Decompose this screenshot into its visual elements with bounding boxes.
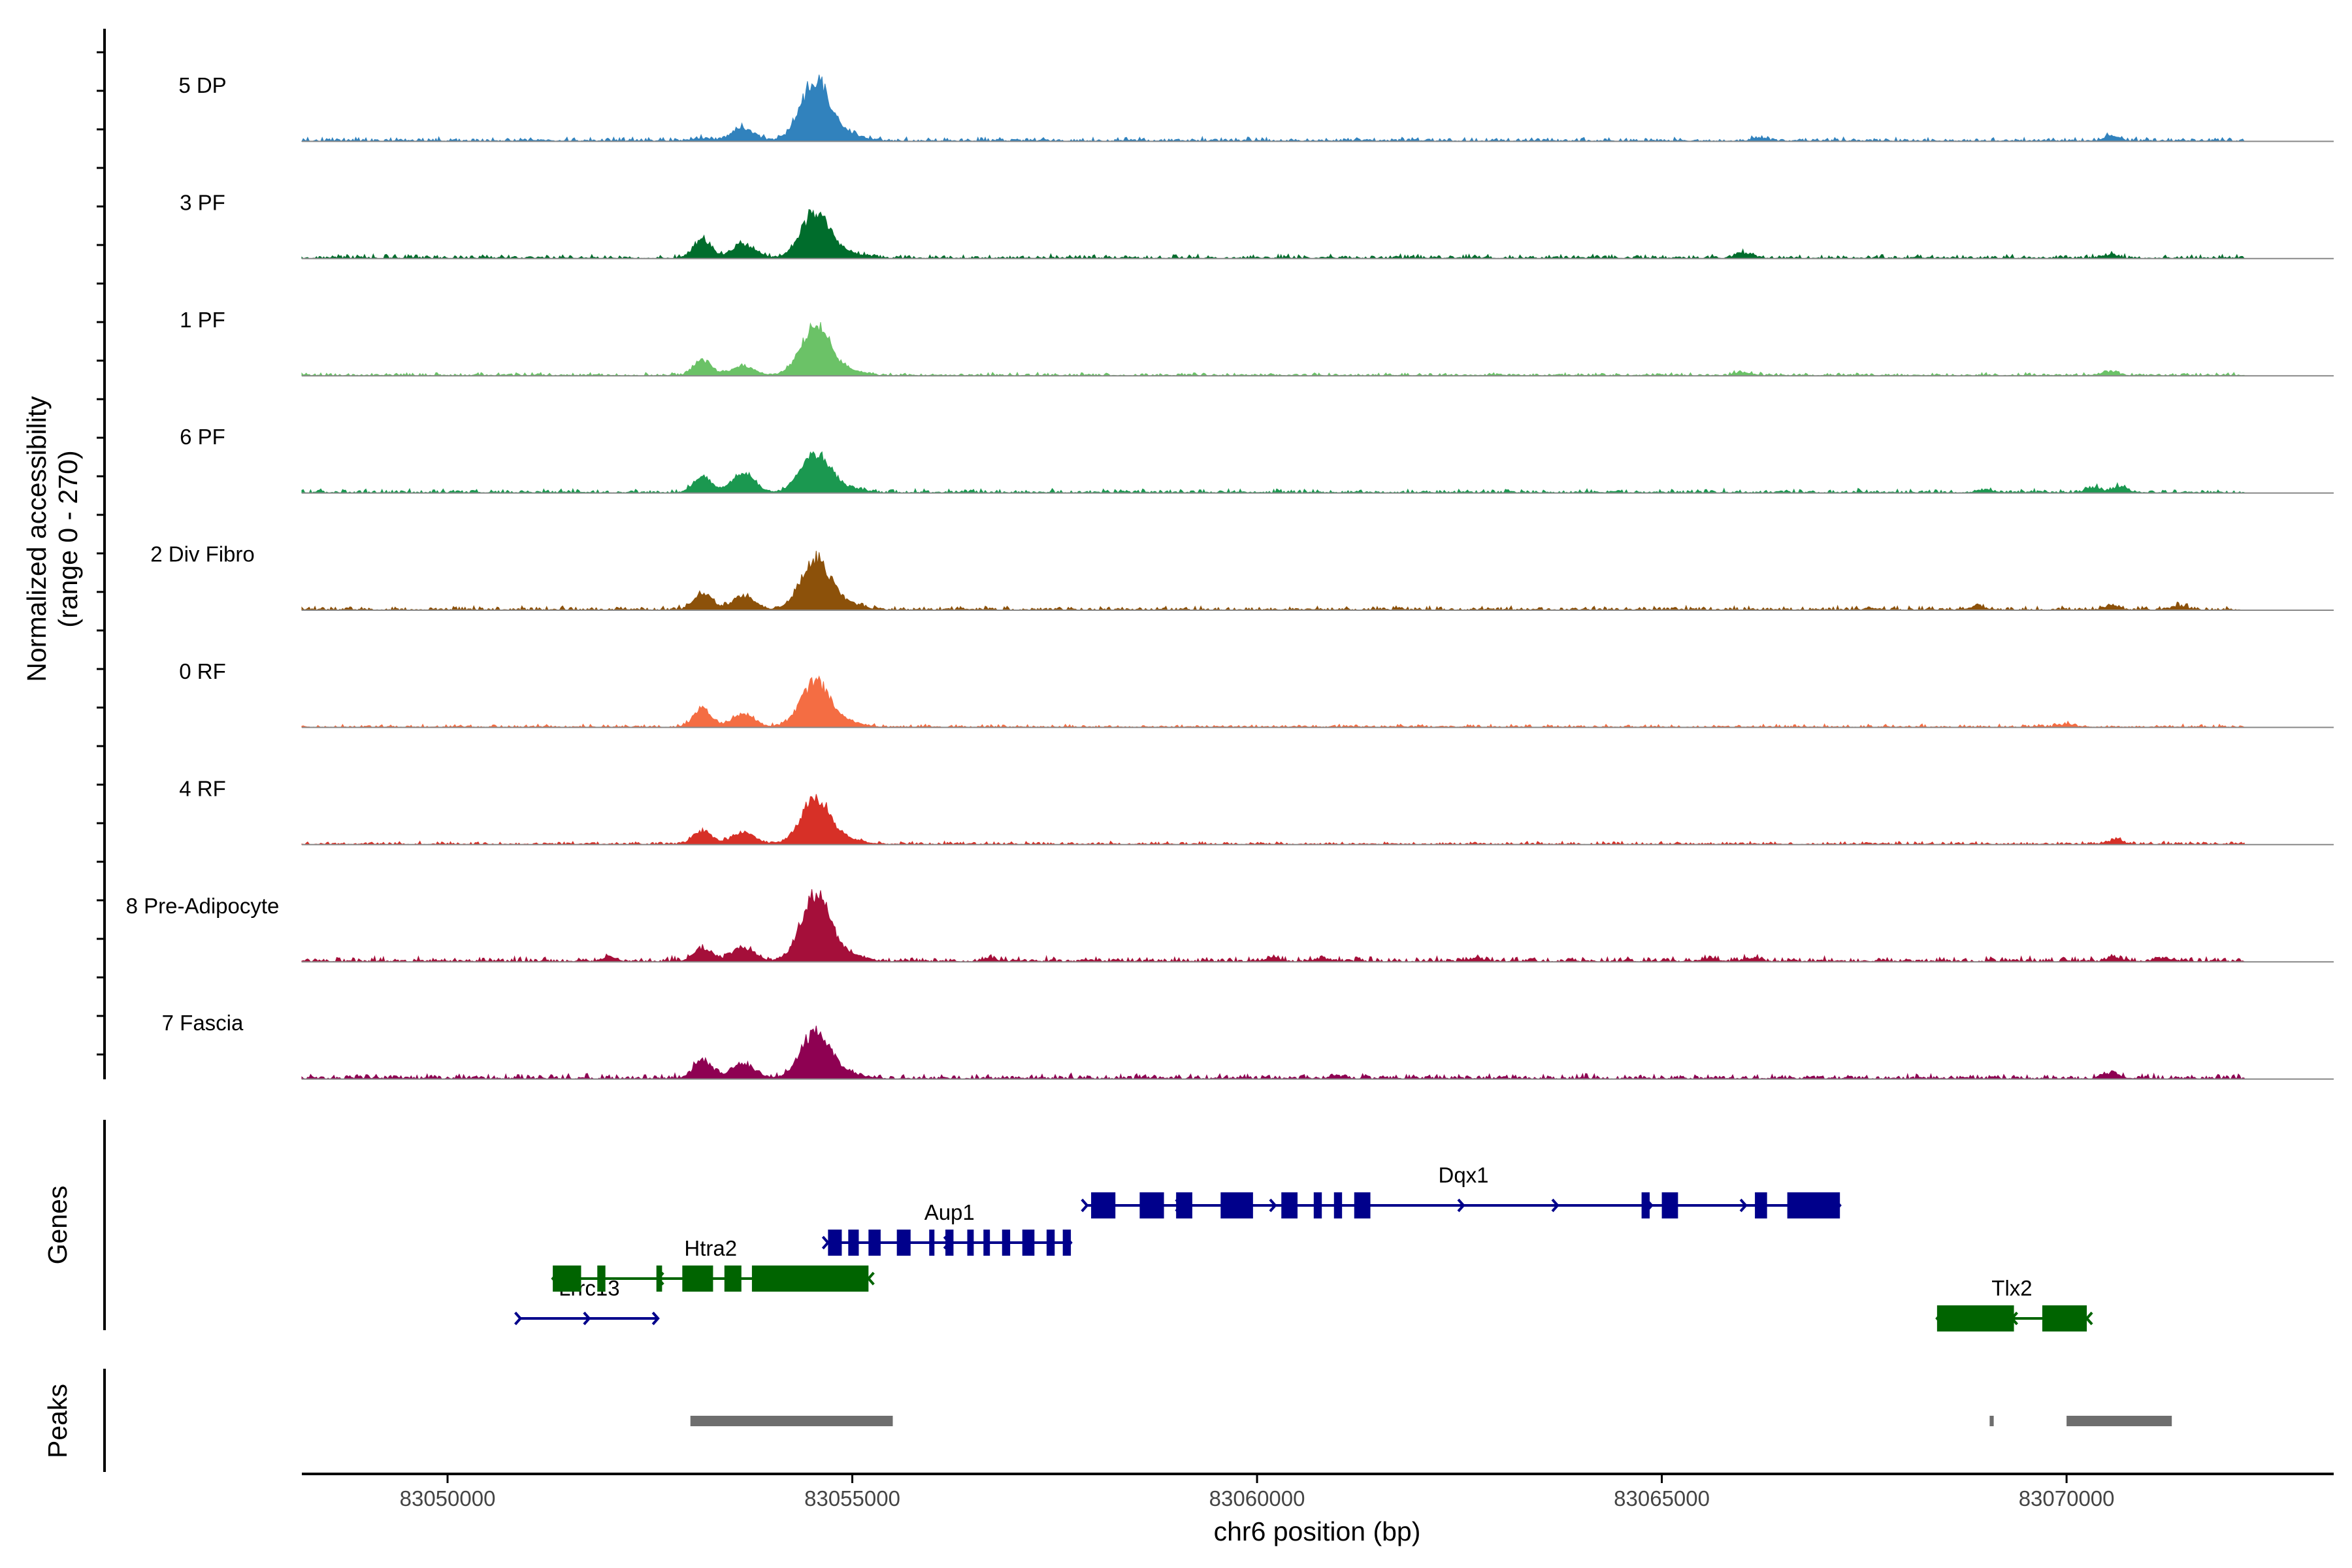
gene-exon xyxy=(682,1266,713,1292)
x-tick-label: 83050000 xyxy=(400,1486,496,1511)
coverage-axis-ticks xyxy=(97,51,105,1056)
x-axis-ticks: 83050000 83055000 83060000 83065000 83070000 xyxy=(400,1474,2115,1511)
coverage-tracks: 5 DP 3 PF 1 PF 6 PF 2 Div Fibro 0 RF 4 RF 8 Pre… xyxy=(126,73,2334,1081)
x-tick-label: 83060000 xyxy=(1209,1486,1305,1511)
track-label: 4 RF xyxy=(179,776,226,800)
gene-aup1: Aup1 xyxy=(821,1200,1073,1256)
coverage-track: 6 PF xyxy=(180,425,2334,494)
gene-dqx1: Dqx1 xyxy=(1081,1163,1842,1218)
track-label: 6 PF xyxy=(180,425,225,449)
x-tick-label: 83065000 xyxy=(1614,1486,1710,1511)
coverage-track: 8 Pre-Adipocyte xyxy=(126,889,2334,963)
track-label: 7 Fascia xyxy=(162,1011,244,1035)
strand-arrow xyxy=(1457,1198,1465,1213)
x-axis-title: chr6 position (bp) xyxy=(1214,1516,1421,1546)
coverage-area xyxy=(301,551,2246,612)
peak-bar xyxy=(1989,1416,1994,1426)
gene-exon xyxy=(1022,1230,1035,1256)
coverage-area xyxy=(301,675,2246,728)
strand-arrow xyxy=(1081,1198,1089,1213)
gene-exon xyxy=(1354,1192,1371,1218)
gene-exon xyxy=(1002,1230,1011,1256)
gene-exon xyxy=(1936,1305,2014,1331)
x-tick-label: 83055000 xyxy=(804,1486,900,1511)
gene-label: Dqx1 xyxy=(1439,1163,1489,1187)
gene-exon xyxy=(597,1266,606,1292)
strand-arrow xyxy=(1551,1198,1560,1213)
gene-exon xyxy=(1062,1230,1071,1256)
track-label: 8 Pre-Adipocyte xyxy=(126,894,280,918)
strand-arrow xyxy=(583,1311,591,1326)
strand-arrow xyxy=(1269,1198,1277,1213)
gene-htra2: Htra2 xyxy=(551,1236,875,1292)
peaks-panel-label: Peaks xyxy=(42,1384,73,1458)
gene-exon xyxy=(848,1230,859,1256)
strand-arrow xyxy=(1739,1198,1748,1213)
gene-exon xyxy=(1313,1192,1322,1218)
coverage-track: 5 DP xyxy=(178,73,2334,142)
peak-bar xyxy=(690,1416,893,1426)
peaks-panel xyxy=(690,1416,2172,1426)
gene-label: Tlx2 xyxy=(1991,1276,2032,1300)
gene-exon xyxy=(1755,1192,1767,1218)
coverage-track: 1 PF xyxy=(180,308,2334,377)
gene-exon xyxy=(983,1230,990,1256)
strand-arrow xyxy=(651,1311,660,1326)
track-label: 5 DP xyxy=(178,73,226,97)
track-label: 1 PF xyxy=(180,308,225,332)
gene-exon xyxy=(1046,1230,1055,1256)
gene-exon xyxy=(1281,1192,1298,1218)
gene-exon xyxy=(1641,1192,1650,1218)
gene-exon xyxy=(967,1230,974,1256)
gene-tlx2: Tlx2 xyxy=(1935,1276,2093,1331)
gene-exon xyxy=(896,1230,911,1256)
gene-exon xyxy=(553,1266,581,1292)
gene-exon xyxy=(1176,1192,1192,1218)
gene-exon xyxy=(868,1230,881,1256)
gene-exon xyxy=(945,1230,954,1256)
gene-exon xyxy=(1333,1192,1343,1218)
gene-exon xyxy=(929,1230,935,1256)
y-axis-title-line-1: Normalized accessibility xyxy=(22,396,52,682)
track-label: 3 PF xyxy=(180,190,225,214)
gene-exon xyxy=(2042,1305,2087,1331)
track-label: 0 RF xyxy=(179,659,226,683)
coverage-track: 2 Div Fibro xyxy=(150,542,2334,612)
y-axis-title: Normalized accessibility (range 0 - 270) xyxy=(22,396,83,682)
y-axis-title-line-2: (range 0 - 270) xyxy=(53,450,83,627)
strand-arrow xyxy=(514,1311,523,1326)
coverage-track: 0 RF xyxy=(179,659,2334,728)
coverage-track: 7 Fascia xyxy=(162,1011,2334,1081)
gene-exon xyxy=(1220,1192,1253,1218)
coverage-track: 4 RF xyxy=(179,776,2334,845)
gene-exon xyxy=(1139,1192,1164,1218)
gene-exon xyxy=(1661,1192,1678,1218)
gene-exon xyxy=(656,1266,662,1292)
coverage-track: 3 PF xyxy=(180,190,2334,260)
gene-label: Htra2 xyxy=(684,1236,737,1260)
gene-exon xyxy=(1787,1192,1840,1218)
genes-panel-label: Genes xyxy=(42,1186,73,1265)
gene-exon xyxy=(828,1230,842,1256)
gene-label: Aup1 xyxy=(924,1200,975,1224)
track-label: 2 Div Fibro xyxy=(150,542,255,566)
coverage-area xyxy=(301,889,2246,963)
gene-exon xyxy=(724,1266,742,1292)
peak-bar xyxy=(2066,1416,2172,1426)
x-tick-label: 83070000 xyxy=(2019,1486,2115,1511)
gene-exon xyxy=(1091,1192,1116,1218)
gene-exon xyxy=(751,1266,869,1292)
